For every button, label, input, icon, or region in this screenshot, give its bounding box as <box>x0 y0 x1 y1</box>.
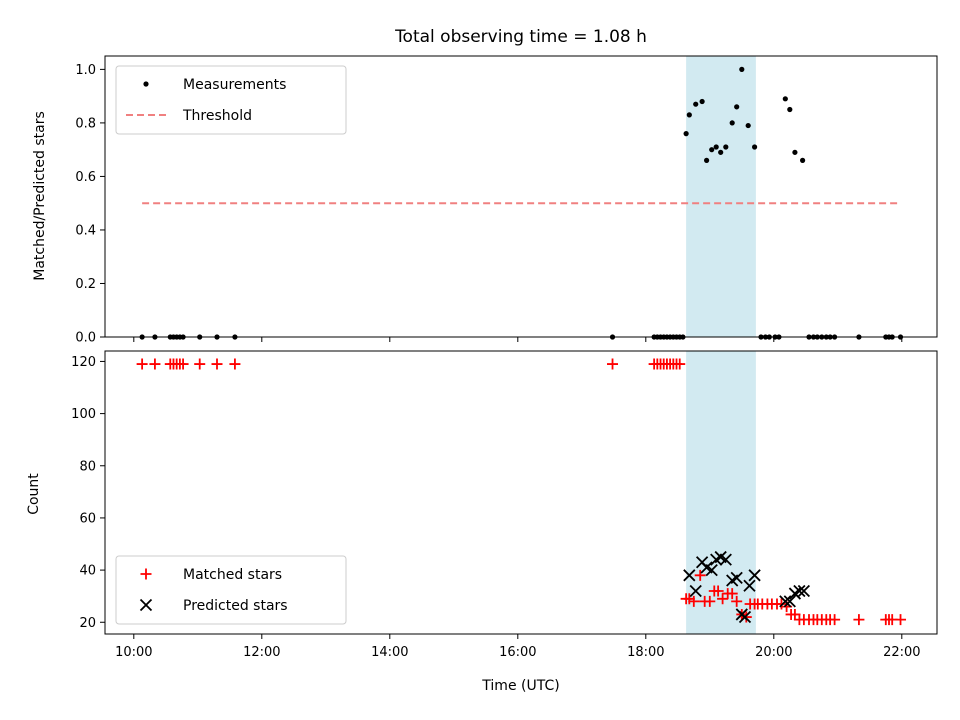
legend-label: Threshold <box>182 108 252 124</box>
axes-frame <box>104 350 938 635</box>
y-tick-label: 80 <box>79 459 96 474</box>
legend-counts: Matched stars Predicted stars <box>115 555 347 625</box>
y-tick-label: 20 <box>79 616 96 631</box>
y-tick-label: 120 <box>71 355 96 370</box>
legend-label: Measurements <box>183 77 286 93</box>
x-tick-label: 10:00 <box>115 645 152 660</box>
plot-layer: 0.0 0.2 0.4 0.6 0.8 1.0 Measurements Threshold 2… <box>71 55 938 660</box>
data-point <box>718 149 724 155</box>
series-matched-stars <box>136 358 907 626</box>
data-point <box>782 96 788 102</box>
data-point <box>740 611 752 623</box>
x-tick-label: 20:00 <box>755 645 792 660</box>
data-point <box>793 584 806 598</box>
data-point <box>686 112 692 118</box>
x-tick-label: 14:00 <box>371 645 408 660</box>
x-axis-label: Time (UTC) <box>481 678 559 694</box>
legend-box <box>115 555 347 625</box>
top-y-axis-label: Matched/Predicted stars <box>32 111 48 281</box>
data-point <box>739 66 745 72</box>
data-point <box>712 585 724 597</box>
data-point <box>723 144 729 150</box>
y-tick-label: 0.4 <box>75 223 96 238</box>
data-point <box>229 358 241 370</box>
data-point <box>704 595 716 607</box>
data-point <box>729 120 735 126</box>
data-point <box>717 593 729 605</box>
x-tick-label: 12:00 <box>243 645 280 660</box>
data-point <box>730 571 743 585</box>
data-point <box>752 144 758 150</box>
data-point <box>709 147 715 153</box>
data-point <box>674 358 686 370</box>
panel-ratio: 0.0 0.2 0.4 0.6 0.8 1.0 Measurements Threshold <box>75 55 938 346</box>
data-point <box>734 104 740 110</box>
data-point <box>792 149 798 155</box>
legend-swatch <box>143 81 149 87</box>
data-point <box>693 101 699 107</box>
data-point <box>607 358 619 370</box>
legend-label: Predicted stars <box>183 598 288 614</box>
legend-box <box>115 65 347 135</box>
y-tick-label: 0.8 <box>75 116 96 131</box>
x-tick-label: 18:00 <box>627 645 664 660</box>
legend-swatch <box>139 598 153 612</box>
data-point <box>748 569 761 582</box>
y-tick-label: 100 <box>71 407 96 422</box>
y-tick-label: 0.2 <box>75 277 96 292</box>
y-tick-label: 60 <box>79 511 96 526</box>
y-tick-label: 0.6 <box>75 170 96 185</box>
observing-window-span <box>686 56 756 337</box>
data-point <box>895 614 907 626</box>
y-tick-label: 0.0 <box>75 331 96 346</box>
data-point <box>704 157 710 163</box>
axes-frame <box>104 55 938 338</box>
x-tick-label: 16:00 <box>499 645 536 660</box>
data-point <box>726 588 738 600</box>
data-point <box>779 595 792 608</box>
data-point <box>719 553 732 566</box>
data-point <box>743 579 756 592</box>
series-predicted-stars <box>683 550 811 624</box>
x-tick-label: 22:00 <box>883 645 920 660</box>
data-point <box>853 614 865 626</box>
data-point <box>136 358 148 370</box>
data-point <box>731 595 743 607</box>
data-point <box>688 595 700 607</box>
y-tick-label: 1.0 <box>75 63 96 78</box>
y-tick-label: 40 <box>79 564 96 579</box>
chart-title: Total observing time = 1.08 h <box>394 27 647 47</box>
data-point <box>194 358 206 370</box>
data-point <box>738 610 752 624</box>
data-point <box>177 358 189 370</box>
data-point <box>683 131 689 137</box>
data-point <box>829 614 841 626</box>
legend-ratio: Measurements Threshold <box>115 65 347 135</box>
data-point <box>713 144 719 150</box>
data-point <box>783 595 796 608</box>
data-point <box>787 106 793 113</box>
data-point <box>745 122 751 129</box>
data-point <box>797 584 811 598</box>
data-point <box>705 563 718 577</box>
data-point <box>699 98 705 105</box>
bottom-y-axis-label: Count <box>26 473 42 515</box>
legend-swatch <box>140 568 152 580</box>
data-point <box>689 584 702 598</box>
data-point <box>694 569 706 581</box>
legend-label: Matched stars <box>183 567 282 583</box>
data-point <box>149 358 161 370</box>
data-point <box>683 569 696 582</box>
data-point <box>211 358 223 370</box>
data-point <box>800 157 806 163</box>
observing-window-span <box>686 351 756 634</box>
panel-counts: 20 40 60 80 100 120 10:00 12:00 14:00 16:00 18:00 2… <box>71 350 938 660</box>
